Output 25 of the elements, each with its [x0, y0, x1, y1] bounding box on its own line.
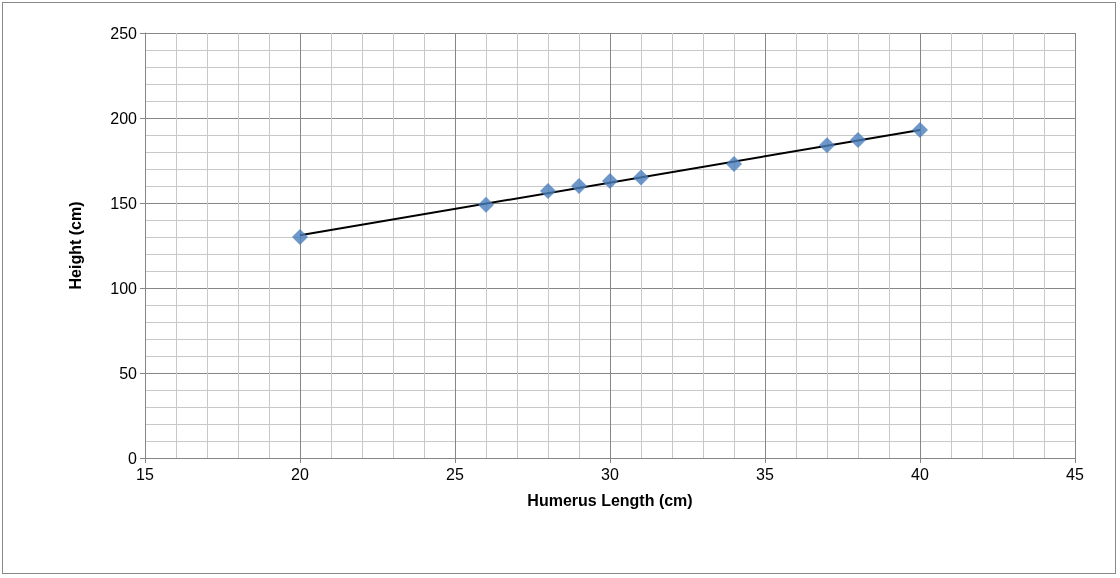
point [602, 172, 618, 189]
x-tick-label: 30 [601, 465, 619, 483]
x-axis-title: Humerus Length (cm) [527, 491, 693, 509]
point [819, 137, 835, 154]
point [633, 169, 649, 186]
point [478, 196, 494, 213]
y-tick-label: 0 [128, 449, 138, 467]
y-tick-label: 200 [110, 109, 138, 127]
y-tick-label: 50 [119, 364, 138, 382]
x-tick-label: 15 [136, 465, 154, 483]
point [571, 178, 587, 194]
point [726, 155, 742, 172]
x-tick-label: 40 [911, 465, 929, 483]
y-tick-label: 250 [110, 24, 138, 42]
point [292, 229, 308, 245]
x-tick-label: 25 [446, 465, 464, 483]
point [912, 121, 928, 138]
x-tick-label: 35 [756, 465, 774, 483]
x-tick-label: 45 [1066, 465, 1084, 483]
y-tick-label: 100 [110, 279, 138, 297]
point [540, 183, 556, 200]
y-axis-title: Height (cm) [66, 201, 84, 290]
x-tick-label: 20 [291, 465, 309, 483]
y-tick-label: 150 [110, 194, 138, 212]
point [850, 132, 866, 149]
